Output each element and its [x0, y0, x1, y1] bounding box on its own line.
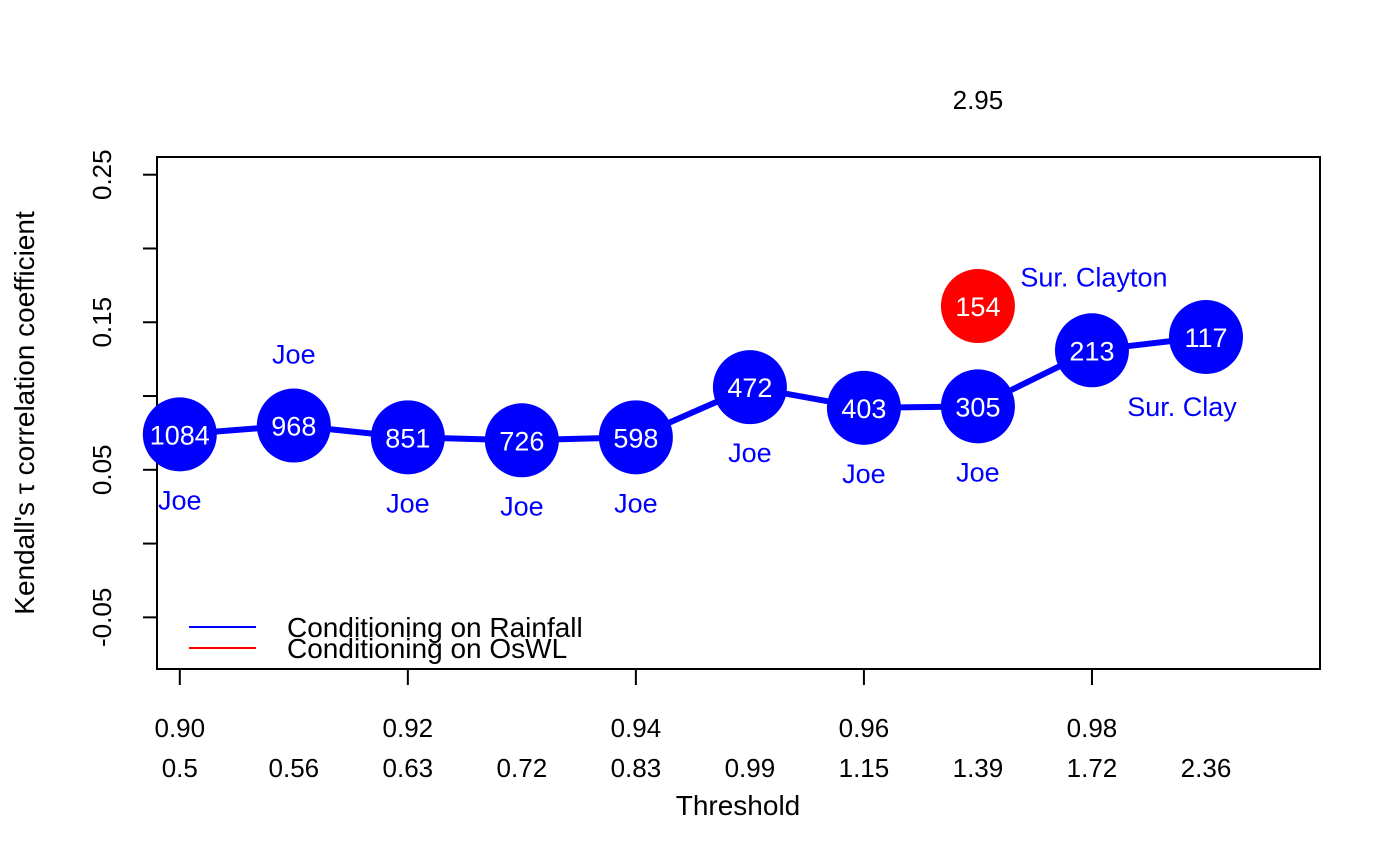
y-tick-label: 0.15 [87, 297, 117, 348]
y-tick-label: 0.25 [87, 149, 117, 200]
copula-label: Joe [386, 488, 430, 518]
x-tick-label: 0.96 [839, 713, 890, 743]
y-axis: -0.05 0.05 0.15 0.25 [87, 149, 157, 647]
secondary-x-label: 1.39 [953, 753, 1004, 783]
secondary-x-label: 0.63 [383, 753, 434, 783]
copula-label: Joe [842, 459, 886, 489]
data-point [712, 350, 787, 425]
secondary-x-label: 1.15 [839, 753, 890, 783]
secondary-x-label: 1.72 [1067, 753, 1118, 783]
point-count-label: 851 [385, 423, 430, 453]
data-point [826, 370, 901, 445]
series-line [179, 334, 1207, 444]
data-point [598, 400, 673, 475]
secondary-x-label: 0.72 [497, 753, 548, 783]
series-layer: 1084 Joe 968 Joe 851 Joe 726 Joe 598 Joe 472 Joe 403… [142, 262, 1243, 521]
x-tick-label: 0.94 [611, 713, 662, 743]
data-point [1168, 300, 1243, 375]
y-tick-label: -0.05 [87, 588, 117, 647]
copula-label: Joe [614, 488, 658, 518]
copula-label: Sur. Clay [1127, 392, 1237, 422]
point-count-label: 598 [613, 423, 658, 453]
copula-label: Joe [272, 340, 316, 370]
copula-label: Joe [158, 485, 202, 515]
data-point [940, 369, 1015, 444]
copula-label: Joe [956, 457, 1000, 487]
data-point [142, 397, 217, 472]
secondary-x-label: 0.83 [611, 753, 662, 783]
copula-label: Joe [728, 438, 772, 468]
x-tick-label: 0.92 [383, 713, 434, 743]
data-point [1054, 313, 1129, 388]
legend-label: Conditioning on OsWL [287, 633, 567, 664]
x-axis: 0.90 0.92 0.94 0.96 0.98 [154, 668, 1118, 743]
point-count-label: 117 [1184, 323, 1227, 353]
secondary-x-label: 2.36 [1181, 753, 1232, 783]
legend-label: Conditioning on Rainfall [287, 612, 583, 643]
copula-label: Sur. Clayton [1020, 262, 1167, 292]
point-count-label: 968 [271, 412, 316, 442]
point-count-label: 305 [955, 392, 1000, 422]
point-count-label: 154 [955, 292, 1000, 322]
y-tick-label: 0.05 [87, 445, 117, 496]
secondary-x-labels: 0.5 0.56 0.63 0.72 0.83 0.99 1.15 1.39 1.72 2.36 2… [162, 85, 1232, 783]
secondary-x-label-red: 2.95 [953, 85, 1004, 115]
data-point [484, 403, 559, 478]
y-axis-title: Kendall's τ correlation coefficient [9, 211, 40, 615]
copula-label: Joe [500, 491, 544, 521]
secondary-x-label: 0.5 [162, 753, 198, 783]
point-count-label: 213 [1069, 336, 1114, 366]
x-axis-title: Threshold [676, 790, 801, 821]
data-point [940, 269, 1015, 344]
point-count-label: 472 [727, 373, 772, 403]
x-tick-label: 0.90 [154, 713, 205, 743]
data-point [370, 400, 445, 475]
secondary-x-label: 0.56 [269, 753, 320, 783]
x-tick-label: 0.98 [1067, 713, 1118, 743]
point-count-label: 1084 [150, 420, 210, 450]
secondary-x-label: 0.99 [725, 753, 776, 783]
point-count-label: 403 [841, 394, 886, 424]
data-point [256, 388, 331, 463]
point-count-label: 726 [499, 426, 544, 456]
